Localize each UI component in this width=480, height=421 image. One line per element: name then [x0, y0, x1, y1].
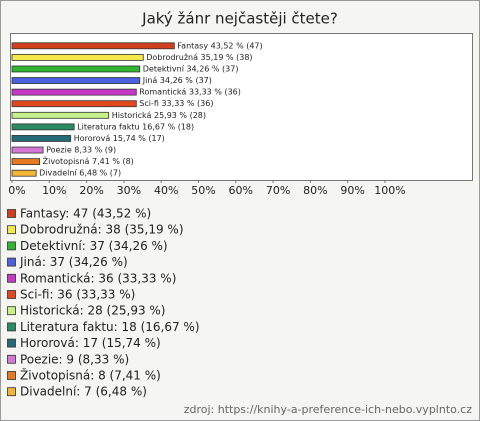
chart-title: Jaký žánr nejčastěji čtete? [141, 10, 338, 28]
bar [11, 135, 72, 142]
bar-label: Jiná 34,26 % (37) [142, 76, 212, 85]
bar [11, 158, 41, 166]
legend-swatch [7, 338, 16, 348]
bar-label: Literatura faktu 16,67 % (18) [77, 122, 194, 131]
bar [11, 169, 37, 177]
x-tick-label: 10% [42, 184, 66, 197]
bar [11, 65, 141, 73]
legend-label: Romantická: 36 (33,33 %) [20, 271, 176, 285]
bar-label: Životopisná 7,41 % (8) [43, 155, 134, 166]
legend-swatch [7, 322, 16, 332]
x-tick-label: 30% [117, 184, 141, 197]
legend-swatch [7, 387, 16, 397]
bar-label: Sci-fi 33,33 % (36) [139, 99, 213, 108]
bar-label: Romantická 33,33 % (36) [139, 88, 241, 97]
x-tick-label: 0% [8, 184, 25, 197]
bar-label: Divadelní 6,48 % (7) [39, 169, 121, 178]
legend-label: Sci-fi: 36 (33,33 %) [20, 288, 135, 302]
x-tick-label: 60% [229, 184, 253, 197]
bar-label: Fantasy 43,52 % (47) [177, 41, 262, 50]
x-tick-label: 20% [79, 184, 103, 197]
legend-swatch [7, 273, 16, 283]
bar [11, 53, 144, 61]
legend-label: Životopisná: 8 (7,41 %) [20, 368, 161, 383]
bar [11, 88, 137, 96]
legend-label: Historická: 28 (25,93 %) [20, 304, 166, 318]
x-tick-label: 80% [303, 184, 327, 197]
x-tick-label: 50% [191, 184, 215, 197]
x-tick-label: 100% [374, 184, 405, 197]
bar [11, 111, 110, 119]
legend-label: Jiná: 37 (34,26 %) [19, 255, 128, 269]
bar-label: Hororová 15,74 % (17) [74, 134, 165, 143]
legend-label: Fantasy: 47 (43,52 %) [20, 207, 151, 221]
x-tick-label: 40% [154, 184, 178, 197]
x-tick-label: 70% [266, 184, 290, 197]
bar-label: Dobrodružná 35,19 % (38) [146, 53, 252, 62]
legend-swatch [7, 257, 16, 267]
bar-label: Historická 25,93 % (28) [112, 111, 206, 120]
bar [11, 146, 44, 154]
bar-label: Detektivní 34,26 % (37) [143, 64, 239, 73]
bar [11, 42, 175, 50]
legend-swatch [7, 306, 16, 316]
bar [11, 77, 141, 84]
bar [11, 100, 137, 108]
x-tick-label: 90% [340, 184, 364, 197]
bar-label: Poezie 8,33 % (9) [46, 146, 116, 155]
legend-swatch [7, 225, 16, 235]
legend-swatch [7, 290, 16, 299]
legend-swatch [7, 371, 16, 380]
legend-label: Poezie: 9 (8,33 %) [20, 352, 129, 366]
legend-label: Divadelní: 7 (6,48 %) [20, 385, 147, 399]
source: zdroj: https://knihy-a-preference-ich-ne… [184, 403, 473, 416]
legend-label: Dobrodružná: 38 (35,19 %) [20, 223, 184, 237]
legend-label: Literatura faktu: 18 (16,67 %) [20, 320, 200, 334]
legend-label: Detektivní: 37 (34,26 %) [20, 239, 168, 253]
legend-swatch [7, 354, 16, 364]
legend-swatch [7, 241, 16, 251]
bar [11, 123, 75, 131]
legend-label: Hororová: 17 (15,74 %) [20, 336, 161, 350]
legend-swatch [7, 209, 16, 218]
